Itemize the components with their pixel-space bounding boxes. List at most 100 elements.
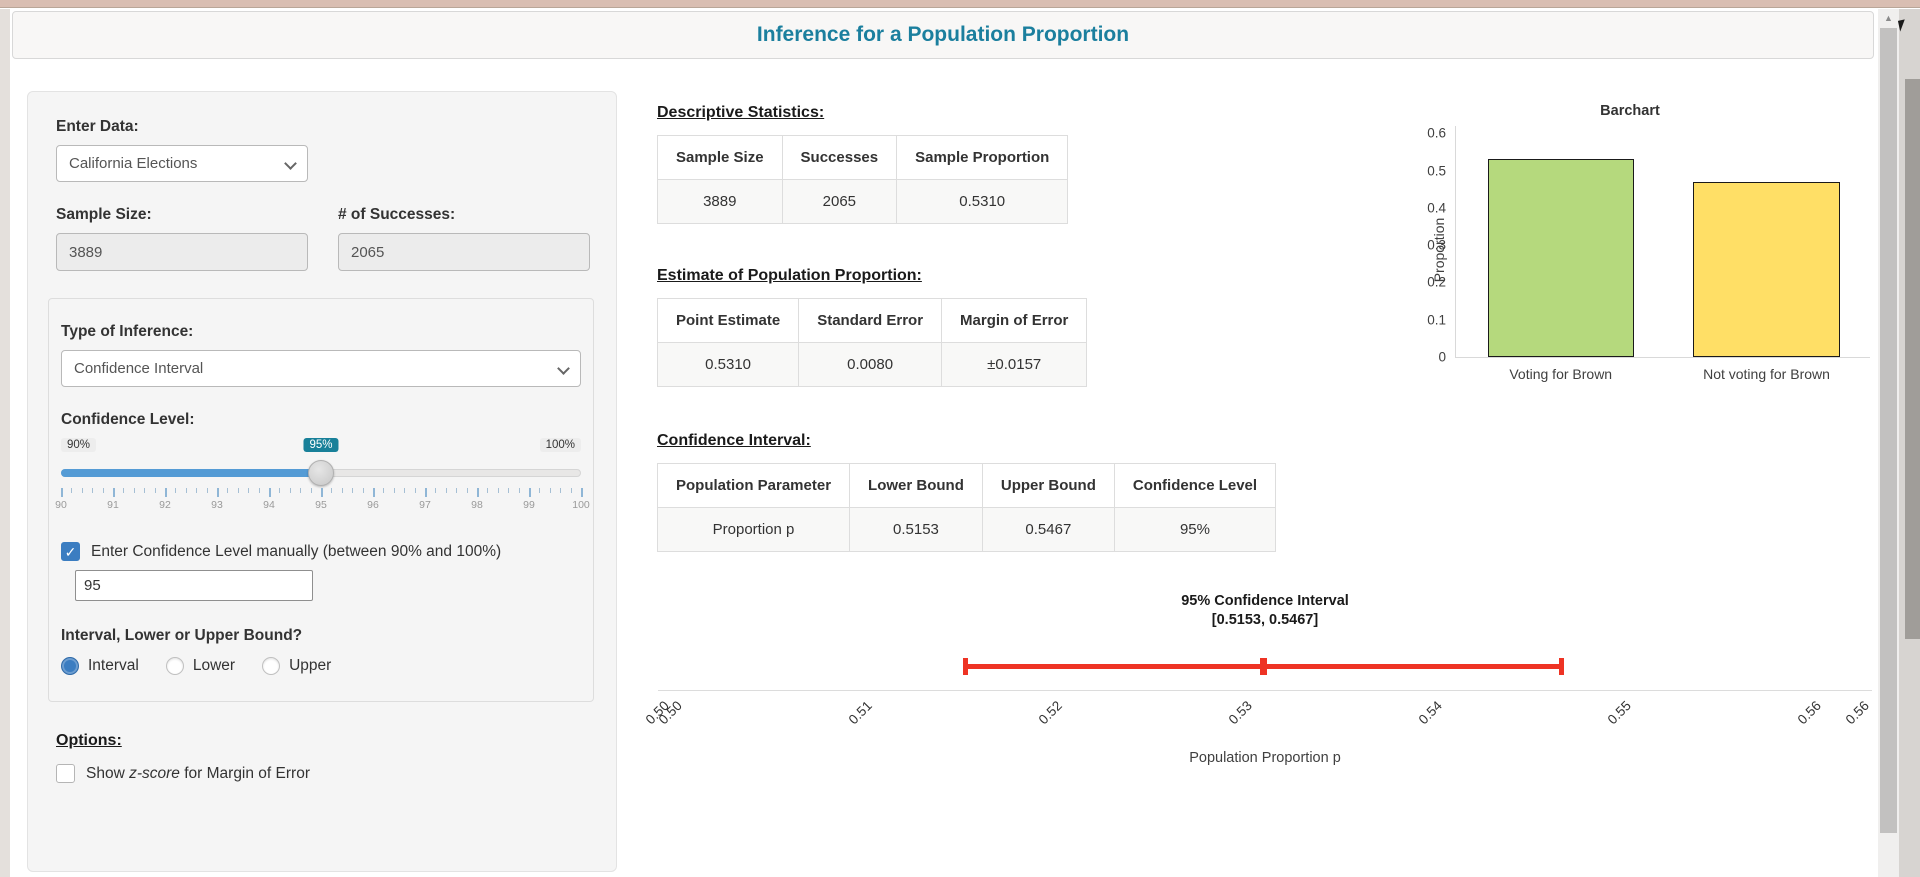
zscore-label: Show z-score for Margin of Error bbox=[86, 764, 310, 782]
bar-voting-for-brown bbox=[1487, 159, 1634, 357]
table-row: 3889 2065 0.5310 bbox=[657, 179, 1069, 224]
barchart-ytick-label: 0.1 bbox=[1427, 312, 1446, 328]
scrollbar-thumb[interactable] bbox=[1880, 28, 1897, 833]
inference-panel: Type of Inference: Confidence Interval C… bbox=[48, 298, 594, 702]
outer-scrollbar-thumb[interactable] bbox=[1905, 79, 1920, 639]
slider-min-label: 90% bbox=[61, 438, 97, 452]
window-top-edge bbox=[0, 0, 1920, 8]
col-header: Upper Bound bbox=[981, 463, 1115, 508]
cell-confidence-level: 95% bbox=[1113, 507, 1277, 552]
slider-tick bbox=[393, 488, 395, 493]
manual-confidence-checkbox[interactable]: ✓ bbox=[61, 542, 80, 561]
slider-max-label: 100% bbox=[539, 438, 581, 452]
radio-upper[interactable]: Upper bbox=[262, 657, 331, 675]
radio-interval-control[interactable] bbox=[61, 657, 79, 675]
radio-interval[interactable]: Interval bbox=[61, 657, 139, 675]
zscore-checkbox[interactable] bbox=[56, 764, 75, 783]
barchart-plot: 0 0.1 0.2 0.3 0.4 0.5 0.6 Voting for Brown Not v… bbox=[1427, 126, 1870, 382]
slider-tick bbox=[445, 488, 447, 493]
estimate-heading: Estimate of Population Proportion: bbox=[657, 267, 922, 284]
col-header: Standard Error bbox=[798, 298, 943, 343]
table-row: 0.5310 0.0080 ±0.0157 bbox=[656, 342, 1088, 387]
slider-tick bbox=[185, 488, 187, 493]
col-header: Sample Proportion bbox=[896, 135, 1069, 180]
radio-upper-control[interactable] bbox=[262, 657, 281, 675]
barchart-title: Barchart bbox=[1600, 103, 1660, 119]
slider-grid-label: 91 bbox=[107, 499, 119, 511]
confidence-interval-table: Population Parameter Lower Bound Upper B… bbox=[656, 463, 1277, 552]
radio-lower-control[interactable] bbox=[165, 657, 184, 675]
ci-tick-label: 0.51 bbox=[845, 698, 876, 728]
radio-lower[interactable]: Lower bbox=[165, 657, 235, 675]
manual-confidence-input[interactable] bbox=[75, 570, 313, 601]
slider-tick bbox=[310, 488, 312, 493]
slider-tick bbox=[258, 488, 260, 493]
descriptive-stats-heading: Descriptive Statistics: bbox=[657, 104, 825, 121]
sample-size-label: Sample Size: bbox=[56, 206, 152, 223]
ci-tick-label: 0.54 bbox=[1415, 698, 1445, 728]
successes-input[interactable] bbox=[338, 233, 590, 271]
successes-label: # of Successes: bbox=[338, 206, 456, 223]
ci-canvas: 0.50 0.50 0.51 0.52 0.53 0.54 0.55 0.56 0.56 bbox=[643, 586, 1880, 736]
bound-question-label: Interval, Lower or Upper Bound? bbox=[61, 627, 303, 644]
scroll-up-button[interactable]: ▲ bbox=[1878, 9, 1899, 27]
slider-grid-label: 93 bbox=[211, 499, 223, 511]
slider-tick bbox=[175, 488, 177, 493]
slider-grid-label: 99 bbox=[523, 499, 535, 511]
radio-interval-label: Interval bbox=[88, 657, 139, 674]
ci-tick-label: 0.56 bbox=[1794, 698, 1825, 728]
slider-tick bbox=[497, 488, 499, 493]
confidence-interval-heading: Confidence Interval: bbox=[657, 432, 811, 449]
slider-grid-label: 100 bbox=[572, 499, 590, 511]
dataset-select[interactable]: California Elections bbox=[56, 145, 308, 182]
slider-tick bbox=[154, 488, 156, 493]
barchart-ytick-label: 0 bbox=[1438, 349, 1446, 365]
ci-center-marker bbox=[1259, 658, 1267, 675]
ci-x-axis bbox=[658, 690, 1872, 691]
slider-grid-label: 97 bbox=[419, 499, 431, 511]
inference-type-select[interactable]: Confidence Interval bbox=[61, 350, 581, 387]
slider-handle[interactable] bbox=[308, 460, 334, 486]
slider-tick bbox=[331, 488, 333, 493]
slider-tick bbox=[81, 488, 83, 493]
slider-tick bbox=[133, 488, 135, 493]
slider-tick bbox=[456, 488, 458, 493]
manual-confidence-row: ✓ Enter Confidence Level manually (betwe… bbox=[61, 542, 581, 561]
slider-tick bbox=[466, 488, 468, 493]
outer-window-scrollbar[interactable] bbox=[1899, 9, 1920, 877]
radio-upper-label: Upper bbox=[289, 657, 332, 674]
slider-tick bbox=[383, 488, 385, 493]
bound-radio-group: Interval Lower Upper bbox=[61, 657, 581, 675]
page-title: Inference for a Population Proportion bbox=[756, 23, 1130, 46]
slider-tick bbox=[102, 488, 104, 493]
slider-tick bbox=[549, 488, 551, 493]
descriptive-stats-table: Sample Size Successes Sample Proportion … bbox=[657, 135, 1069, 224]
header: Inference for a Population Proportion bbox=[12, 11, 1874, 59]
slider-tick bbox=[92, 488, 94, 493]
slider-grid-label: 94 bbox=[263, 499, 275, 511]
inference-type-select-value: Confidence Interval bbox=[74, 360, 204, 377]
slider-tick bbox=[570, 488, 572, 493]
slider-tick bbox=[237, 488, 239, 493]
barchart-ytick-label: 0.4 bbox=[1427, 200, 1446, 216]
slider-grid-label: 96 bbox=[367, 499, 379, 511]
confidence-level-slider[interactable]: 90% 95% 100% 90 91 92 93 94 95 96 97 98 99 100 bbox=[55, 438, 590, 512]
slider-tick bbox=[414, 488, 416, 493]
slider-tick bbox=[435, 488, 437, 493]
scrollbar[interactable]: ▲ bbox=[1878, 9, 1899, 877]
enter-data-label: Enter Data: bbox=[56, 118, 139, 135]
col-header: Confidence Level bbox=[1113, 463, 1277, 508]
ci-lower-cap bbox=[962, 658, 968, 675]
slider-tick bbox=[289, 488, 291, 493]
barchart-ytick-label: 0.6 bbox=[1427, 125, 1446, 141]
dataset-select-value: California Elections bbox=[69, 155, 198, 172]
slider-tick bbox=[508, 488, 510, 493]
sample-size-input[interactable] bbox=[56, 233, 308, 271]
slider-tick bbox=[123, 488, 125, 493]
slider-grid-label: 92 bbox=[159, 499, 171, 511]
cell-upper-bound: 0.5467 bbox=[981, 507, 1115, 552]
slider-grid-label: 90 bbox=[55, 499, 67, 511]
col-header: Sample Size bbox=[657, 135, 783, 180]
slider-grid: 90 91 92 93 94 95 96 97 98 99 100 bbox=[55, 486, 590, 512]
barchart-ytick-label: 0.2 bbox=[1427, 274, 1446, 290]
